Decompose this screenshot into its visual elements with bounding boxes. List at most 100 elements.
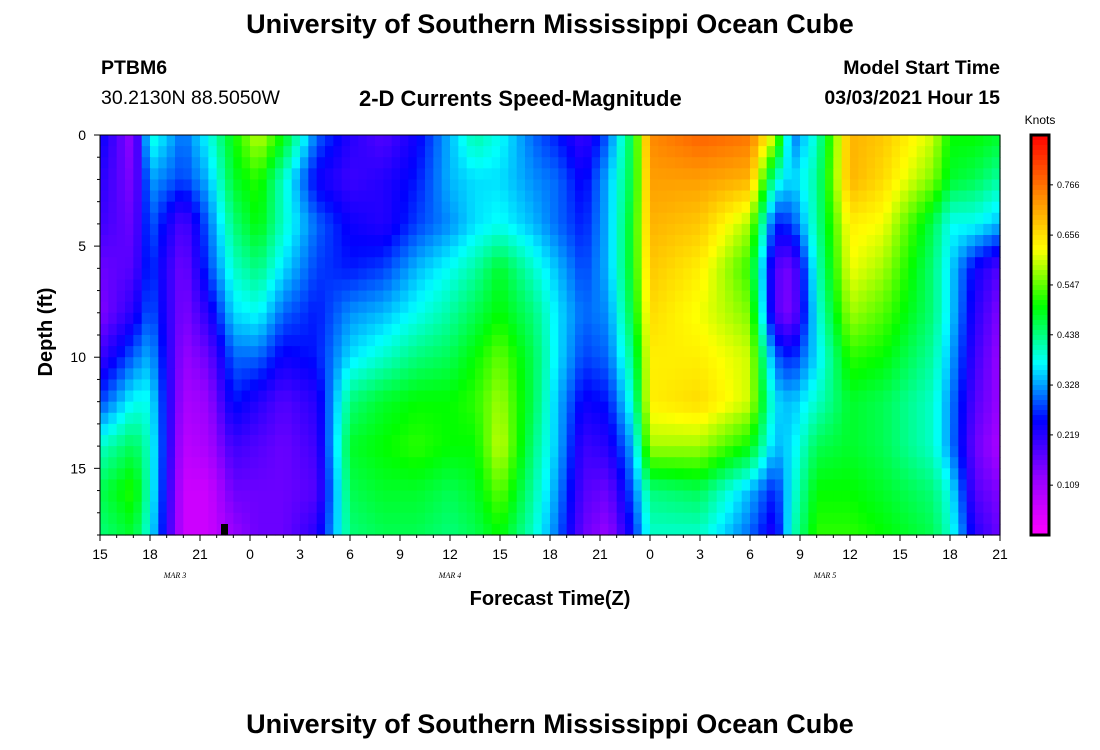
heatmap-cell	[441, 401, 451, 414]
heatmap-cell	[800, 501, 809, 514]
heatmap-cell	[975, 268, 984, 281]
heatmap-cell	[200, 523, 209, 536]
heatmap-cell	[683, 446, 693, 458]
heatmap-cell	[491, 457, 501, 469]
heatmap-cell	[900, 179, 909, 192]
heatmap-cell	[175, 501, 184, 514]
heatmap-cell	[991, 157, 1001, 169]
heatmap-cell	[850, 257, 859, 269]
heatmap-cell	[450, 401, 459, 414]
heatmap-cell	[216, 201, 226, 214]
heatmap-cell	[233, 468, 243, 481]
heatmap-cell	[833, 268, 843, 281]
heatmap-cell	[766, 157, 776, 169]
heatmap-cell	[650, 368, 659, 381]
heatmap-cell	[316, 135, 326, 147]
heatmap-cell	[741, 523, 751, 536]
heatmap-cell	[233, 490, 243, 503]
heatmap-cell	[266, 301, 276, 314]
heatmap-cell	[708, 490, 718, 503]
heatmap-cell	[541, 212, 551, 225]
heatmap-cell	[633, 335, 643, 347]
heatmap-cell	[941, 179, 951, 192]
heatmap-cell	[191, 201, 201, 214]
heatmap-cell	[216, 190, 226, 203]
heatmap-cell	[475, 246, 484, 258]
heatmap-cell	[600, 168, 609, 181]
heatmap-cell	[991, 190, 1001, 203]
heatmap-cell	[875, 479, 884, 492]
heatmap-cell	[383, 323, 393, 336]
heatmap-cell	[725, 346, 734, 358]
heatmap-cell	[741, 168, 751, 181]
heatmap-cell	[683, 201, 693, 214]
heatmap-cell	[450, 457, 459, 469]
heatmap-cell	[533, 323, 543, 336]
heatmap-cell	[900, 435, 909, 447]
heatmap-cell	[725, 412, 734, 425]
heatmap-cell	[875, 323, 884, 336]
heatmap-cell	[675, 312, 684, 325]
heatmap-cell	[975, 435, 984, 447]
heatmap-cell	[250, 179, 259, 192]
heatmap-cell	[383, 490, 393, 503]
heatmap-cell	[800, 390, 809, 403]
heatmap-cell	[541, 446, 551, 458]
heatmap-cell	[125, 168, 134, 181]
colorbar-segment	[1031, 215, 1049, 221]
heatmap-cell	[216, 179, 226, 192]
heatmap-cell	[133, 435, 143, 447]
heatmap-cell	[908, 468, 918, 481]
heatmap-cell	[583, 401, 593, 414]
heatmap-cell	[908, 301, 918, 314]
heatmap-cell	[100, 179, 109, 192]
heatmap-cell	[241, 368, 251, 381]
heatmap-cell	[150, 368, 159, 381]
heatmap-cell	[758, 490, 768, 503]
heatmap-cell	[633, 323, 643, 336]
heatmap-cell	[833, 168, 843, 181]
colorbar-segment	[1031, 400, 1049, 406]
heatmap-cell	[616, 412, 626, 425]
heatmap-cell	[658, 157, 668, 169]
heatmap-cell	[591, 312, 601, 325]
heatmap-cell	[733, 235, 743, 247]
heatmap-cell	[400, 523, 409, 536]
colorbar-segment	[1031, 375, 1049, 381]
heatmap-cell	[833, 501, 843, 514]
heatmap-cell	[391, 168, 401, 181]
heatmap-cell	[916, 290, 926, 303]
heatmap-cell	[391, 279, 401, 292]
heatmap-cell	[808, 446, 818, 458]
heatmap-cell	[650, 290, 659, 303]
heatmap-cell	[833, 512, 843, 525]
colorbar-segment	[1031, 515, 1049, 521]
heatmap-cell	[866, 501, 876, 514]
heatmap-cell	[375, 290, 384, 303]
heatmap-cell	[166, 390, 176, 403]
heatmap-cell	[183, 423, 193, 436]
colorbar-segment	[1031, 450, 1049, 456]
heatmap-cell	[550, 290, 559, 303]
heatmap-cell	[683, 512, 693, 525]
heatmap-cell	[625, 357, 634, 369]
heatmap-cell	[808, 157, 818, 169]
heatmap-cell	[625, 312, 634, 325]
heatmap-cell	[650, 179, 659, 192]
heatmap-cell	[375, 190, 384, 203]
colorbar-segment	[1031, 195, 1049, 201]
heatmap-cell	[150, 501, 159, 514]
heatmap-cell	[625, 146, 634, 158]
heatmap-cell	[883, 268, 893, 281]
heatmap-cell	[491, 146, 501, 158]
heatmap-cell	[775, 279, 784, 292]
heatmap-cell	[891, 368, 901, 381]
heatmap-cell	[808, 368, 818, 381]
heatmap-cell	[266, 368, 276, 381]
heatmap-cell	[283, 401, 293, 414]
colorbar-tick-label: 0.547	[1057, 280, 1080, 290]
heatmap-cell	[350, 201, 359, 214]
heatmap-cell	[983, 412, 993, 425]
heatmap-cell	[575, 401, 584, 414]
